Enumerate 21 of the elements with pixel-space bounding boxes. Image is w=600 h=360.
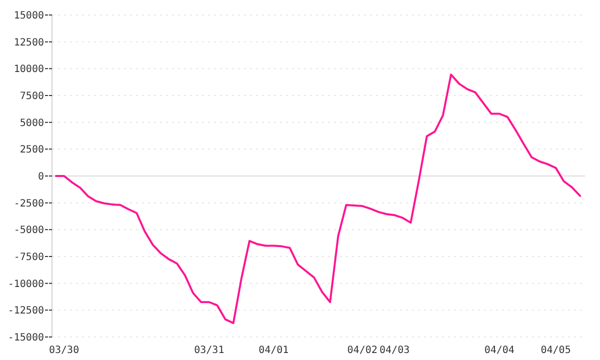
- y-tick-label: -10000: [8, 278, 44, 290]
- y-tick-label: -15000: [8, 332, 44, 344]
- x-tick-label: 03/31: [194, 345, 224, 356]
- x-tick-label: 04/03: [380, 345, 410, 356]
- y-tick-label: 0: [38, 172, 44, 182]
- y-tick-label: -7500: [14, 252, 44, 263]
- x-tick-label: 04/05: [540, 345, 571, 356]
- y-tick-label: 2500: [20, 144, 44, 156]
- x-tick-label: 03/30: [49, 345, 80, 356]
- y-tick-label: 15000: [14, 10, 44, 22]
- x-tick-label: 04/04: [484, 345, 514, 356]
- x-tick-label: 04/02: [347, 345, 378, 356]
- y-tick-label: 12500: [14, 37, 44, 48]
- y-tick-label: -2500: [14, 198, 44, 210]
- y-tick-label: -12500: [8, 306, 44, 317]
- y-tick-label: -5000: [14, 225, 44, 236]
- y-tick-label: 10000: [14, 64, 44, 76]
- x-tick-label: 04/01: [258, 345, 289, 356]
- line-series: [55, 74, 581, 324]
- y-tick-label: 5000: [20, 118, 44, 129]
- y-tick-label: 7500: [20, 91, 44, 102]
